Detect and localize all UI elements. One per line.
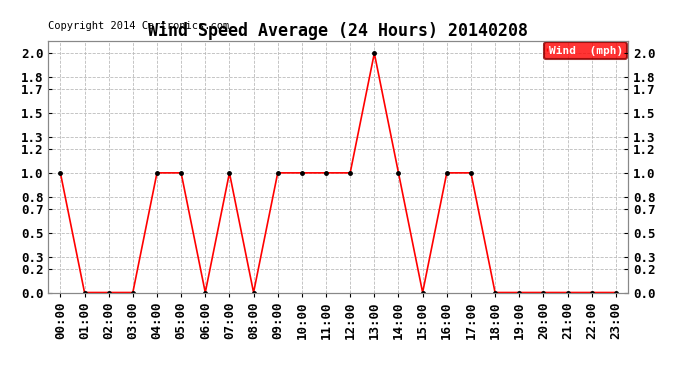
Title: Wind Speed Average (24 Hours) 20140208: Wind Speed Average (24 Hours) 20140208 bbox=[148, 21, 528, 40]
Legend: Wind  (mph): Wind (mph) bbox=[544, 42, 627, 59]
Text: Copyright 2014 Cartronics.com: Copyright 2014 Cartronics.com bbox=[48, 21, 230, 31]
